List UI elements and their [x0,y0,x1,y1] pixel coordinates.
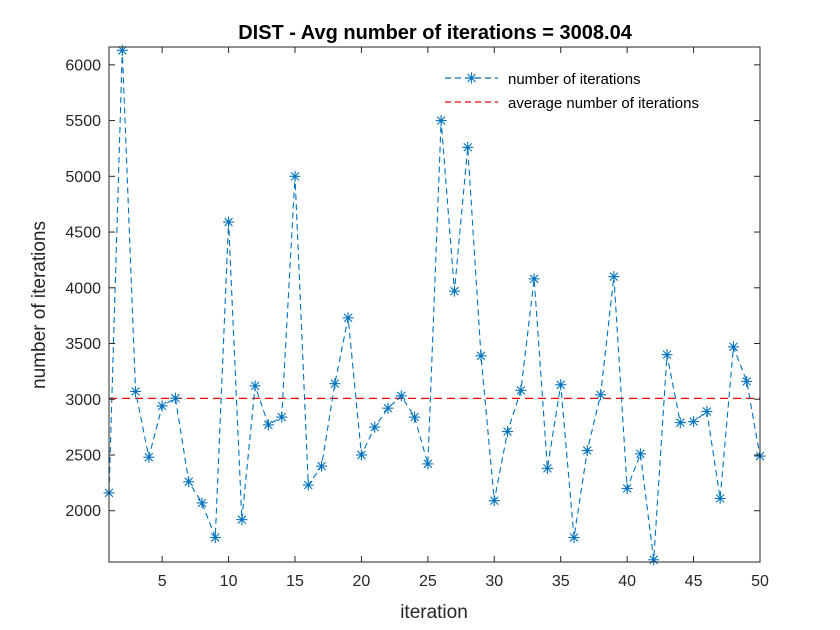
series-layer [103,44,766,566]
y-tick-label: 6000 [65,57,101,74]
x-tick-label: 45 [685,573,703,590]
data-point-marker [329,378,341,390]
data-point-marker [409,411,421,423]
data-point-marker [249,380,261,392]
data-point-marker [555,379,567,391]
data-point-marker [422,458,434,470]
data-point-marker [223,216,235,228]
y-tick-label: 5000 [65,169,101,186]
data-point-marker [183,476,195,488]
x-axis-ticks: 5 10 15 20 25 30 35 40 45 50 [158,47,769,590]
x-tick-label: 35 [552,573,570,590]
data-point-marker [116,44,128,56]
data-point-marker [488,495,500,507]
x-axis-label: iteration [400,602,468,623]
data-point-marker [395,390,407,402]
series-line [108,50,761,560]
data-point-marker [674,417,686,429]
data-point-marker [661,349,673,361]
x-tick-label: 5 [158,573,167,590]
data-point-marker [528,273,540,285]
data-point-marker [541,462,553,474]
data-point-marker [515,384,527,396]
data-point-marker [130,385,142,397]
data-point-marker [369,421,381,433]
legend-asterisk-icon [466,72,477,84]
data-point-marker [581,445,593,457]
data-point-marker [741,375,753,387]
data-point-marker [196,497,208,509]
data-point-marker [448,285,460,297]
x-tick-label: 30 [485,573,503,590]
y-tick-label: 3500 [65,336,101,353]
data-point-marker [648,554,660,566]
data-point-marker [262,419,274,431]
x-tick-label: 20 [353,573,371,590]
data-point-marker [236,514,248,526]
y-tick-label: 2500 [65,447,101,464]
chart-title: DIST - Avg number of iterations = 3008.0… [238,22,633,44]
data-point-marker [727,341,739,353]
plot-frame [108,46,761,563]
y-tick-label: 3000 [65,392,101,409]
data-point-marker [316,460,328,472]
y-tick-label: 2000 [65,503,101,520]
x-tick-label: 15 [286,573,304,590]
y-tick-label: 4000 [65,280,101,297]
data-point-marker [701,406,713,418]
legend-label-series: number of iterations [508,71,641,88]
data-point-marker [621,482,633,494]
data-point-marker [289,170,301,182]
x-tick-label: 40 [618,573,636,590]
legend-label-average: average number of iterations [508,95,699,112]
x-tick-label: 50 [751,573,769,590]
plot-area [109,47,760,562]
data-point-marker [714,492,726,504]
data-point-marker [462,141,474,153]
data-point-marker [355,449,367,461]
data-point-marker [156,400,168,412]
data-point-marker [143,451,155,463]
y-tick-label: 4500 [65,225,101,242]
data-point-marker [595,389,607,401]
data-point-marker [435,115,447,127]
x-tick-label: 25 [419,573,437,590]
data-point-marker [634,448,646,460]
y-tick-label: 5500 [65,113,101,130]
data-point-marker [342,312,354,324]
data-point-marker [688,416,700,428]
data-point-marker [382,402,394,414]
data-point-marker [209,531,221,543]
y-axis-ticks: 2000 2500 3000 3500 4000 4500 5000 5500 6000 [65,57,760,520]
data-point-marker [502,426,514,438]
legend: number of iterations average number of i… [445,71,699,112]
legend-marker-asterisk [466,72,477,84]
data-point-marker [608,271,620,283]
data-point-marker [475,350,487,362]
x-tick-label: 10 [220,573,238,590]
data-point-marker [169,392,181,404]
data-point-marker [302,479,314,491]
y-axis-label: number of iterations [29,221,50,389]
data-point-marker [276,411,288,423]
data-point-marker [568,531,580,543]
